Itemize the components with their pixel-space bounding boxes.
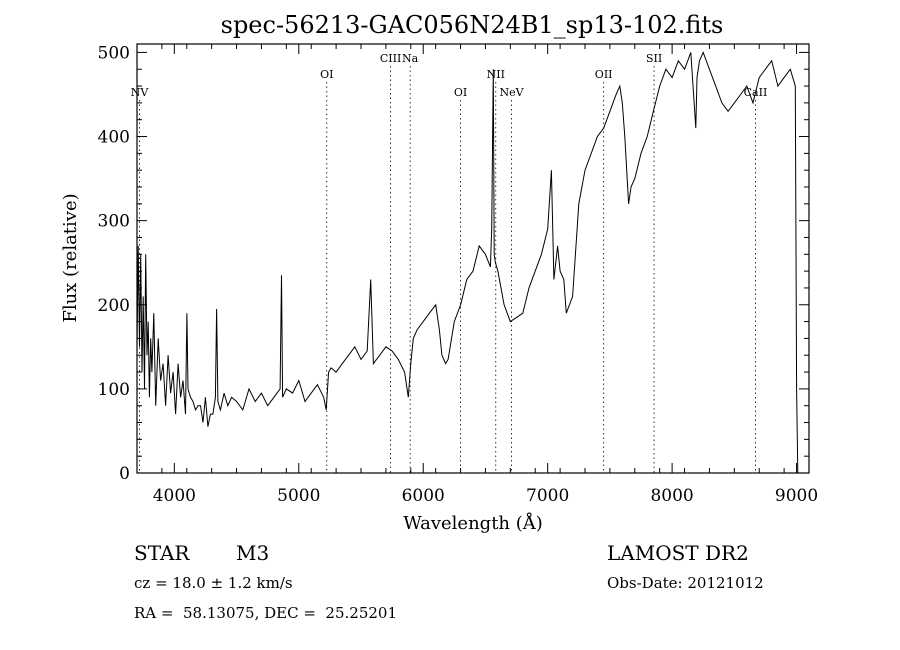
- survey-name: LAMOST DR2: [607, 541, 749, 565]
- y-axis-label: Flux (relative): [60, 193, 81, 322]
- x-tick-label: 6000: [402, 486, 445, 506]
- plot-frame: [136, 43, 810, 474]
- object-subclass: M3: [236, 541, 270, 565]
- line-marker-label: OI: [320, 68, 333, 81]
- y-tick-label: 300: [98, 212, 130, 232]
- y-tick-label: 100: [98, 380, 130, 400]
- spectrum-series-line: [136, 51, 799, 474]
- observation-date: Obs-Date: 20121012: [607, 574, 764, 592]
- chart-title: spec-56213-GAC056N24B1_sp13-102.fits: [221, 11, 724, 39]
- line-marker-label: CIII: [380, 52, 401, 65]
- line-marker-label: NeV: [500, 86, 525, 99]
- y-tick-label: 0: [119, 464, 130, 484]
- line-marker-label: NII: [487, 68, 505, 81]
- line-marker-label: OII: [595, 68, 613, 81]
- redshift-velocity: cz = 18.0 ± 1.2 km/s: [134, 574, 293, 592]
- x-tick-label: 7000: [526, 486, 569, 506]
- line-marker-label: OI: [454, 86, 467, 99]
- line-marker-label: SII: [646, 52, 662, 65]
- coordinates: RA = 58.13075, DEC = 25.25201: [134, 604, 398, 622]
- y-tick-label: 400: [98, 128, 130, 148]
- x-tick-label: 8000: [650, 486, 693, 506]
- line-marker-label: Na: [402, 52, 419, 65]
- object-class: STAR: [134, 541, 190, 565]
- y-tick-label: 500: [98, 43, 130, 63]
- x-tick-label: 5000: [277, 486, 320, 506]
- x-axis-label: Wavelength (Å): [403, 512, 543, 534]
- axis-ticks: 4000 5000 6000 7000 8000 9000 0 100 200 300 400 500: [98, 43, 819, 506]
- x-tick-label: 4000: [153, 486, 196, 506]
- line-marker-label: NV: [131, 86, 150, 99]
- y-tick-label: 200: [98, 296, 130, 316]
- x-tick-label: 9000: [775, 486, 818, 506]
